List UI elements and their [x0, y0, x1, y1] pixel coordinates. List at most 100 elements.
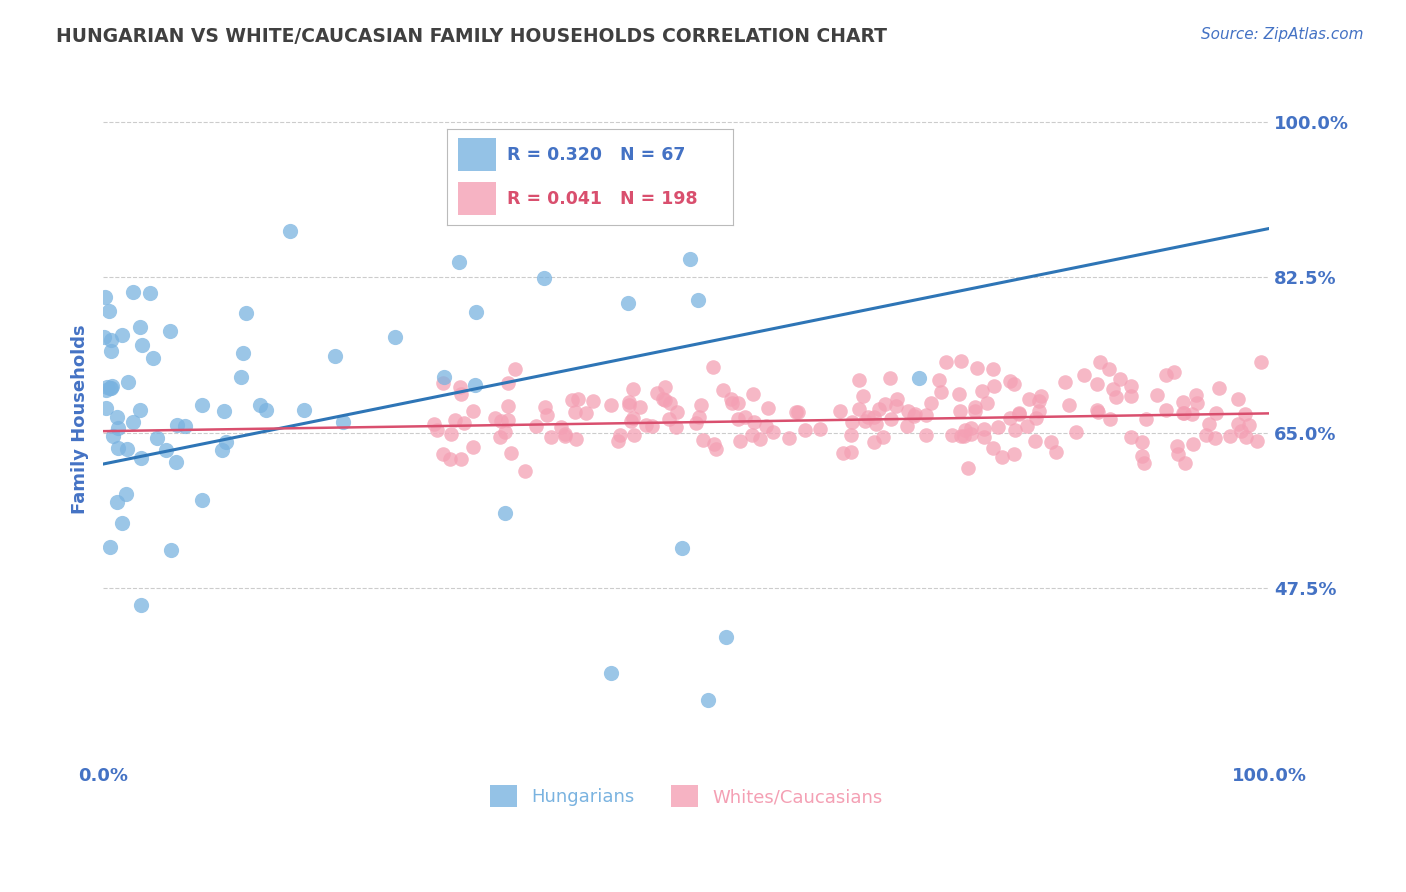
Point	[1167, 448, 1189, 462]
Point	[957, 461, 980, 475]
Point	[101, 429, 124, 443]
Point	[496, 412, 519, 426]
Point	[1187, 395, 1209, 409]
Point	[1208, 381, 1230, 395]
Point	[1171, 406, 1194, 420]
Point	[1219, 429, 1241, 443]
Point	[711, 383, 734, 397]
Point	[1154, 368, 1177, 382]
Point	[1098, 412, 1121, 426]
Point	[1130, 450, 1153, 464]
Point	[503, 362, 526, 376]
Point	[94, 383, 117, 397]
Point	[785, 405, 807, 419]
Point	[1234, 430, 1257, 444]
Point	[105, 495, 128, 509]
Point	[621, 410, 644, 425]
Point	[174, 418, 197, 433]
Point	[599, 665, 621, 680]
Point	[232, 346, 254, 360]
Point	[501, 446, 523, 460]
Point	[1002, 447, 1025, 461]
Point	[620, 414, 643, 428]
Point	[654, 380, 676, 394]
Point	[692, 433, 714, 447]
Point	[654, 392, 676, 407]
Point	[567, 392, 589, 406]
Point	[191, 492, 214, 507]
Point	[107, 441, 129, 455]
Point	[702, 360, 724, 375]
Point	[582, 393, 605, 408]
Point	[953, 423, 976, 437]
Point	[115, 486, 138, 500]
Point	[254, 403, 277, 417]
Point	[1098, 362, 1121, 376]
Point	[100, 333, 122, 347]
Point	[449, 380, 471, 394]
Point	[873, 397, 896, 411]
Point	[131, 338, 153, 352]
Point	[616, 296, 638, 310]
Point	[685, 416, 707, 430]
Point	[155, 442, 177, 457]
Point	[1054, 375, 1077, 389]
Point	[908, 370, 931, 384]
Point	[229, 370, 252, 384]
Point	[981, 362, 1004, 376]
Point	[1121, 389, 1143, 403]
Point	[498, 376, 520, 390]
Point	[623, 428, 645, 442]
Point	[928, 373, 950, 387]
Point	[1073, 368, 1095, 382]
Point	[721, 396, 744, 410]
Point	[914, 428, 936, 442]
Point	[973, 430, 995, 444]
Point	[575, 407, 598, 421]
Point	[128, 402, 150, 417]
Point	[1025, 410, 1047, 425]
Point	[970, 384, 993, 399]
Point	[554, 426, 576, 441]
Point	[465, 305, 488, 319]
Point	[142, 351, 165, 365]
Point	[914, 409, 936, 423]
Point	[122, 416, 145, 430]
Point	[494, 506, 516, 520]
Point	[561, 393, 583, 408]
Point	[950, 428, 973, 442]
Point	[991, 450, 1014, 465]
Point	[1000, 410, 1022, 425]
Point	[748, 432, 770, 446]
Point	[533, 271, 555, 285]
Point	[564, 405, 586, 419]
Point	[1204, 431, 1226, 445]
Point	[1104, 390, 1126, 404]
Point	[440, 427, 463, 442]
Point	[1173, 406, 1195, 420]
Point	[606, 434, 628, 449]
Point	[1132, 435, 1154, 450]
Point	[432, 376, 454, 390]
Point	[1002, 376, 1025, 391]
Point	[1163, 365, 1185, 379]
Point	[841, 416, 863, 430]
Point	[111, 516, 134, 530]
Point	[720, 392, 742, 407]
Point	[94, 289, 117, 303]
Point	[863, 434, 886, 449]
Point	[808, 422, 831, 436]
Point	[758, 401, 780, 415]
Point	[929, 384, 952, 399]
Point	[941, 427, 963, 442]
Point	[121, 285, 143, 300]
Point	[534, 400, 557, 414]
Point	[1205, 406, 1227, 420]
Point	[332, 415, 354, 429]
Point	[953, 429, 976, 443]
Point	[935, 355, 957, 369]
Point	[865, 417, 887, 431]
Point	[665, 405, 688, 419]
Point	[794, 424, 817, 438]
Point	[998, 374, 1021, 388]
